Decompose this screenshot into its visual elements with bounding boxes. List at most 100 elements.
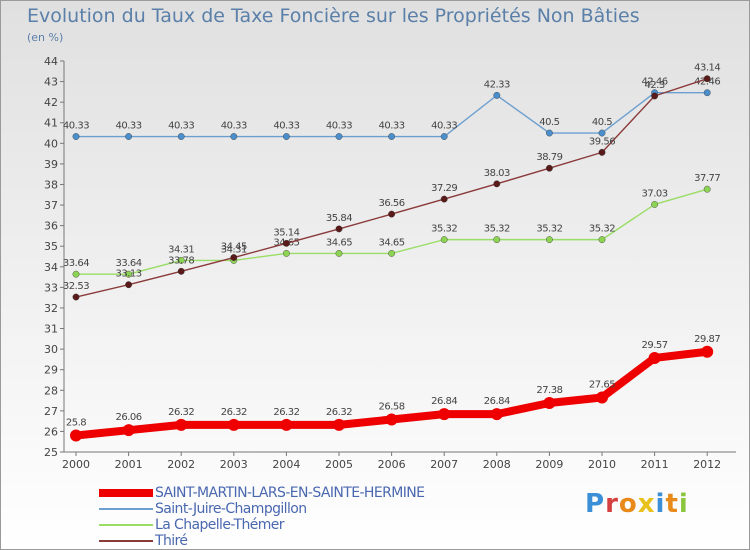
data-point (335, 133, 343, 140)
y-tick-label: 42 (44, 96, 58, 109)
x-tick-label: 2003 (220, 458, 248, 471)
data-point (490, 408, 503, 421)
y-tick-label: 30 (44, 343, 58, 356)
data-point (648, 351, 661, 364)
legend-label: SAINT-MARTIN-LARS-EN-SAINTE-HERMINE (155, 485, 425, 501)
data-label: 42.46 (694, 77, 720, 88)
data-label: 42.33 (484, 79, 510, 90)
data-point (177, 267, 185, 275)
x-tick-label: 2007 (430, 458, 458, 471)
x-tick-label: 2006 (378, 458, 406, 471)
data-label: 34.45 (221, 242, 247, 253)
data-point (440, 236, 448, 244)
legend-item: SAINT-MARTIN-LARS-EN-SAINTE-HERMINE (99, 485, 519, 501)
x-tick-label: 2011 (641, 458, 669, 471)
data-point (280, 418, 293, 431)
data-point (493, 91, 501, 99)
y-tick-label: 31 (44, 323, 58, 336)
data-label: 40.33 (221, 121, 247, 132)
y-tick-label: 37 (44, 199, 58, 212)
logo-letter: i (655, 489, 666, 519)
data-point (335, 225, 343, 233)
data-point (438, 408, 451, 421)
data-point (651, 201, 658, 208)
x-tick-label: 2009 (535, 458, 563, 471)
legend-label: Thiré (155, 533, 188, 549)
data-point (388, 133, 395, 140)
data-label: 26.32 (273, 407, 299, 418)
data-point (543, 397, 556, 410)
logo-letter: r (605, 489, 619, 519)
legend: SAINT-MARTIN-LARS-EN-SAINTE-HERMINE Saint… (99, 485, 519, 549)
data-label: 40.33 (168, 121, 194, 132)
data-label: 33.78 (168, 255, 194, 266)
y-tick-label: 34 (44, 261, 58, 274)
data-label: 35.32 (431, 224, 457, 235)
data-label: 26.32 (221, 407, 247, 418)
data-label: 25.8 (66, 418, 86, 429)
y-tick-label: 32 (44, 302, 58, 315)
x-tick-label: 2002 (167, 458, 195, 471)
data-label: 40.33 (116, 121, 142, 132)
data-point (70, 429, 82, 442)
data-label: 35.14 (273, 227, 299, 238)
data-point (440, 195, 448, 203)
y-tick-label: 41 (44, 117, 58, 130)
data-label: 26.32 (168, 407, 194, 418)
legend-swatch (99, 489, 153, 497)
chart-title: Evolution du Taux de Taxe Foncière sur l… (27, 5, 640, 27)
data-label: 35.32 (536, 224, 562, 235)
data-point (125, 270, 133, 278)
proxiti-logo: Proxiti (585, 489, 689, 519)
data-point (230, 254, 238, 261)
data-point (493, 180, 501, 188)
data-point (546, 129, 553, 137)
data-point (125, 281, 133, 289)
data-point (72, 133, 80, 140)
y-tick-label: 43 (44, 76, 58, 89)
y-tick-label: 28 (44, 384, 58, 397)
data-label: 40.33 (273, 121, 299, 132)
data-point (385, 413, 398, 426)
data-label: 38.03 (484, 168, 510, 179)
data-label: 29.87 (694, 334, 720, 345)
data-label: 34.31 (168, 244, 194, 255)
y-tick-label: 39 (44, 158, 58, 171)
y-tick-label: 29 (44, 364, 58, 377)
data-label: 33.64 (63, 258, 89, 269)
data-point (703, 89, 711, 97)
logo-letter: o (618, 489, 638, 519)
data-label: 33.13 (116, 269, 142, 280)
data-label: 27.38 (536, 385, 562, 396)
data-point (333, 418, 345, 431)
data-point (388, 250, 395, 257)
data-point (175, 418, 188, 431)
data-label: 38.79 (536, 152, 562, 163)
data-point (598, 236, 606, 244)
data-point (651, 92, 658, 100)
legend-label: Saint-Juire-Champgillon (155, 501, 307, 517)
data-label: 32.53 (63, 281, 89, 292)
data-label: 27.65 (589, 379, 615, 390)
legend-swatch (99, 524, 153, 526)
logo-letter: P (585, 489, 606, 519)
x-tick-label: 2001 (115, 458, 143, 471)
data-point (493, 236, 501, 244)
x-tick-label: 2008 (483, 458, 511, 471)
data-point (335, 250, 343, 257)
legend-swatch (99, 540, 153, 542)
y-tick-label: 26 (44, 425, 58, 438)
legend-item: Thiré (99, 533, 519, 549)
data-point (125, 133, 133, 140)
data-point (282, 239, 290, 247)
y-tick-label: 33 (44, 281, 58, 294)
data-label: 33.64 (116, 258, 142, 269)
data-point (122, 424, 135, 437)
x-tick-label: 2010 (588, 458, 616, 471)
data-label: 40.5 (592, 117, 612, 128)
legend-swatch (99, 508, 153, 510)
data-label: 34.65 (379, 237, 405, 248)
data-label: 40.33 (431, 121, 457, 132)
data-label: 43.14 (694, 63, 720, 74)
x-tick-label: 2005 (325, 458, 353, 471)
